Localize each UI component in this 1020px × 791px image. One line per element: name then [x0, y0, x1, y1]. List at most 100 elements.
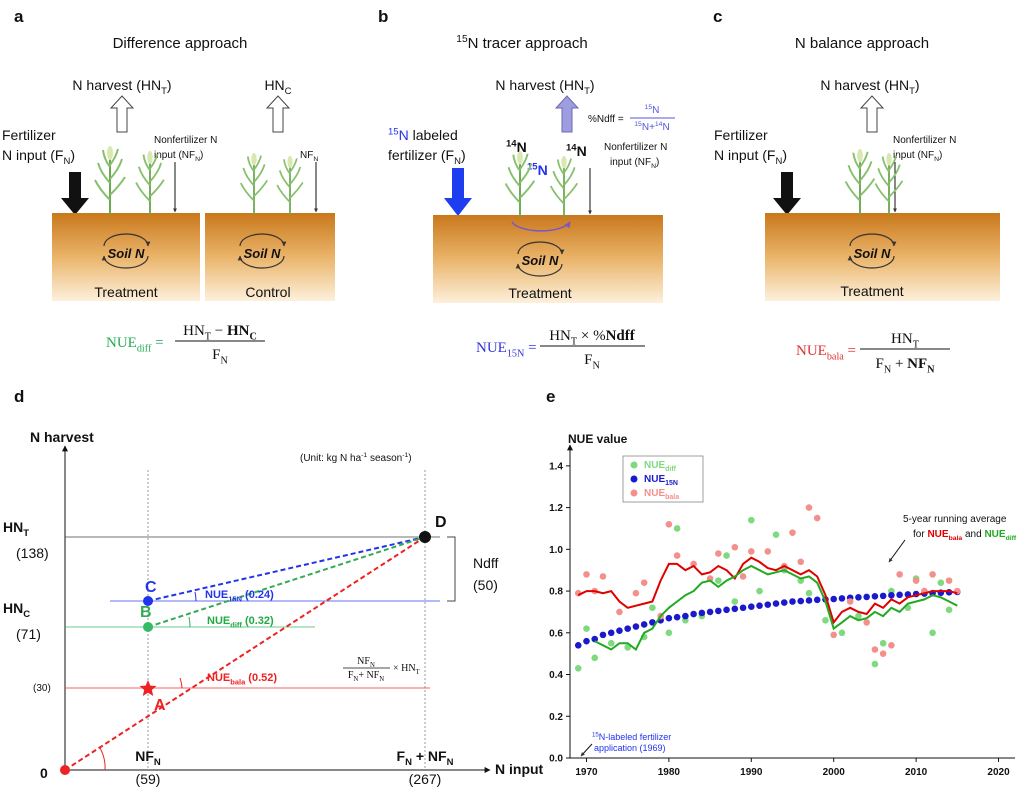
point: [772, 600, 780, 607]
point: [945, 606, 953, 614]
text-part: diff: [137, 344, 152, 355]
point: [143, 596, 153, 606]
text-part: N: [927, 365, 935, 376]
point: [747, 548, 755, 555]
ndff-label: %Ndff =: [588, 114, 624, 125]
y-tick-label: 0.8: [549, 587, 563, 598]
point: [143, 622, 153, 632]
point: [419, 531, 431, 543]
text-part: N+: [642, 122, 655, 133]
text-part: ): [70, 147, 75, 163]
panel-label: a: [14, 7, 24, 26]
point: [706, 608, 714, 616]
text-part: =: [524, 340, 536, 356]
point: [772, 531, 780, 539]
point: [937, 579, 945, 587]
input-label: input (NFN): [893, 150, 942, 163]
point: [822, 616, 829, 624]
point: [624, 625, 631, 632]
text-part: N: [592, 361, 600, 372]
running-average: [594, 564, 958, 652]
panel-label: c: [713, 7, 722, 26]
text-part: T: [913, 340, 920, 351]
point: [896, 571, 903, 578]
soil: [52, 213, 200, 301]
running-average: [577, 556, 958, 625]
slope-line: [64, 536, 426, 771]
point: [789, 529, 796, 536]
text-part: N: [454, 156, 461, 167]
point: [673, 525, 681, 532]
text-part: 15: [527, 161, 538, 172]
text-part: fertilizer (F: [388, 147, 454, 163]
panel-label: b: [378, 7, 388, 26]
point-label: A: [154, 697, 166, 714]
harvest-arrow: [554, 95, 580, 133]
text-part: 15: [592, 731, 599, 738]
point: [896, 591, 903, 599]
point: [624, 644, 631, 651]
point: [945, 577, 953, 584]
x-label: FN + NFN: [397, 748, 454, 768]
soil-caption: Control: [245, 284, 290, 300]
annotation: 5-year running average: [903, 514, 1007, 525]
y-tick-label: 1.0: [549, 545, 563, 556]
point: [747, 603, 755, 611]
text-part: 15N: [665, 480, 678, 487]
point: [912, 577, 920, 584]
point: [583, 625, 590, 632]
text-part: × HN: [393, 663, 416, 674]
slope-label: NUE15N (0.24): [205, 589, 274, 603]
text-part: N: [313, 156, 318, 163]
ndff-label: Ndff: [473, 555, 499, 571]
equation: NUE15N =: [476, 340, 537, 360]
text-part: season: [367, 453, 402, 464]
x-tick-label: 2020: [987, 767, 1010, 778]
point: [649, 604, 656, 612]
point: [715, 550, 722, 557]
slope-label: NUEbala (0.52): [207, 672, 277, 686]
legend-label: NUEbala: [644, 488, 679, 501]
text-part: -1: [402, 452, 408, 459]
text-part: ): [782, 147, 787, 163]
point: [805, 597, 813, 604]
isotope-label: 15N: [527, 161, 548, 178]
point: [871, 660, 879, 668]
text-part: =: [844, 343, 856, 359]
text-part: N: [577, 143, 587, 159]
point: [574, 642, 582, 649]
x-label: NFN: [135, 748, 161, 768]
text-part: ): [167, 77, 172, 93]
text-part: diff: [1006, 535, 1017, 542]
harvest-label: HNC: [264, 77, 291, 97]
point: [855, 594, 862, 601]
point: [855, 612, 862, 620]
text-part: HN: [183, 323, 205, 339]
point: [780, 599, 788, 606]
text-part: input (NF: [154, 150, 195, 161]
axis-title: N input: [495, 761, 544, 777]
point: [682, 612, 689, 620]
text-part: 15: [388, 126, 399, 137]
x-tick-label: 2000: [823, 767, 846, 778]
point: [879, 650, 887, 657]
text-part: T: [205, 332, 212, 343]
text-part: T: [909, 86, 915, 97]
input-label: fertilizer (FN): [388, 147, 466, 167]
point: [632, 589, 640, 597]
text-part: N: [652, 105, 659, 116]
text-part: (0.52): [245, 672, 277, 684]
text-part: ): [590, 77, 595, 93]
legend-marker: [630, 489, 638, 497]
text-part: NF: [907, 356, 927, 372]
y-label: (138): [16, 545, 49, 561]
point: [888, 591, 895, 599]
isotope-label: 14N: [506, 138, 527, 155]
x-tick-label: 1970: [575, 767, 598, 778]
text-part: diff: [230, 620, 242, 629]
formula: × HNT: [393, 663, 421, 676]
harvest-arrow: [265, 95, 291, 133]
slope-line: [147, 536, 426, 628]
text-part: (Unit: kg N ha: [300, 453, 362, 464]
y-tick-label: 0.0: [549, 754, 563, 765]
